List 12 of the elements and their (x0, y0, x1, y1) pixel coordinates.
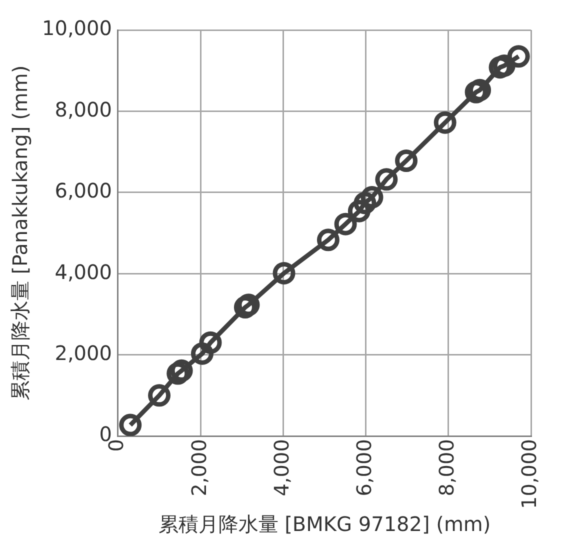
y-tick-label: 8,000 (54, 97, 112, 122)
y-axis-title: 累積月降水量 [Panakkukang] (mm) (8, 65, 32, 401)
x-tick-label: 2,000 (186, 439, 211, 496)
x-axis-title: 累積月降水量 [BMKG 97182] (mm) (158, 512, 491, 536)
x-tick-label: 4,000 (269, 439, 294, 496)
y-tick-label: 6,000 (54, 178, 112, 203)
x-tick-label: 10,000 (517, 439, 542, 510)
x-tick-label: 6,000 (352, 439, 376, 496)
x-tick-label: 8,000 (434, 439, 459, 496)
y-tick-label: 10,000 (42, 16, 112, 40)
y-tick-label: 2,000 (54, 341, 112, 366)
y-tick-label: 4,000 (54, 260, 112, 284)
